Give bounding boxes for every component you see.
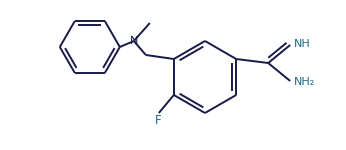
Text: NH₂: NH₂ [294, 77, 316, 87]
Text: F: F [155, 114, 161, 126]
Text: NH: NH [294, 39, 311, 49]
Text: N: N [130, 36, 138, 46]
